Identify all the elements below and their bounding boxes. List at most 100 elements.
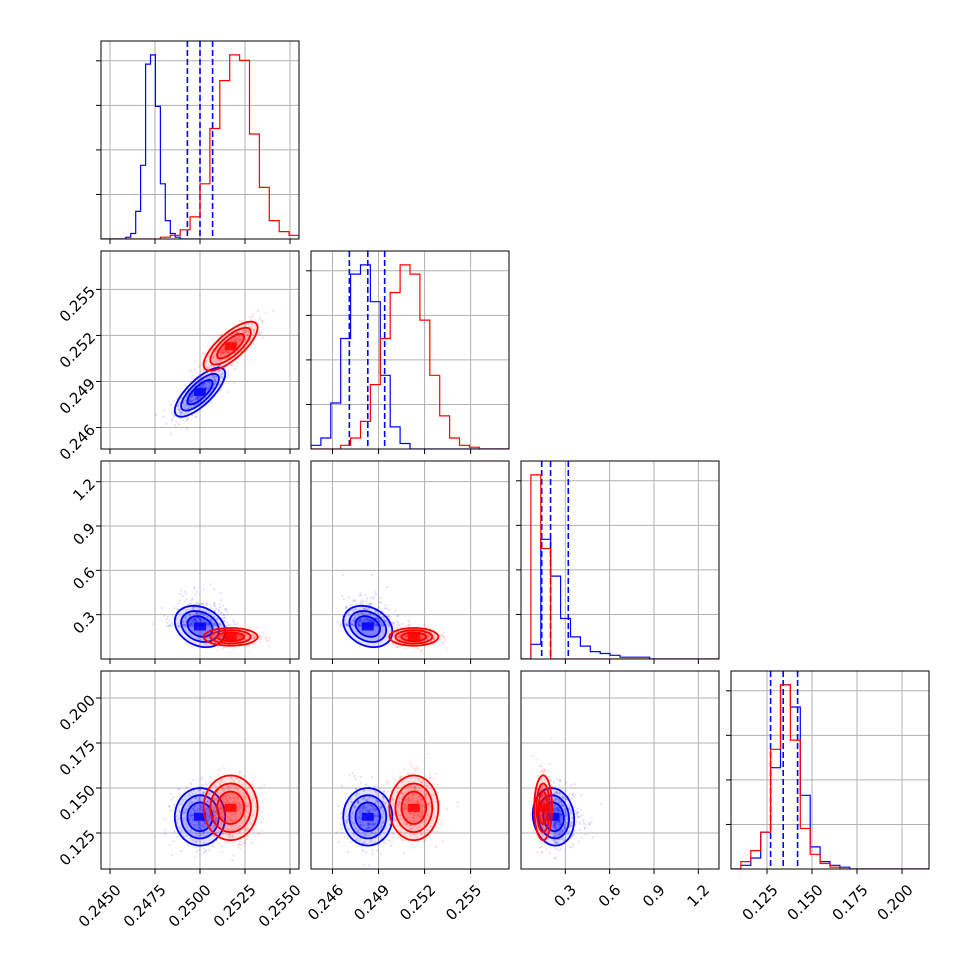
sample-point <box>170 798 173 801</box>
sample-point <box>251 634 254 637</box>
sample-point <box>203 822 206 825</box>
sample-point <box>230 811 233 814</box>
sample-point <box>362 806 365 809</box>
sample-point <box>239 847 242 850</box>
sample-point <box>195 611 199 615</box>
sample-point <box>258 333 261 336</box>
sample-point <box>190 814 193 817</box>
sample-point <box>413 813 416 816</box>
sample-point <box>189 623 192 627</box>
sample-point <box>190 394 193 397</box>
sample-point <box>233 647 236 650</box>
sample-point <box>246 334 249 337</box>
sample-point <box>351 813 354 816</box>
sample-point <box>178 410 182 413</box>
sample-point <box>214 819 217 822</box>
sample-point <box>439 822 442 826</box>
y-tick-label: 0.125 <box>56 826 99 869</box>
sample-point <box>405 637 408 640</box>
sample-point <box>196 396 199 400</box>
sample-point <box>359 825 362 828</box>
sample-point <box>432 636 436 640</box>
sample-point <box>426 634 429 637</box>
histogram-blue <box>311 264 509 449</box>
sample-point <box>346 624 349 627</box>
sample-point <box>210 808 214 811</box>
sample-point <box>199 619 202 622</box>
sample-point <box>210 620 213 623</box>
sample-point <box>380 807 383 810</box>
sample-point <box>216 818 219 822</box>
sample-point <box>228 818 232 821</box>
sample-point <box>177 602 180 605</box>
sample-point <box>231 835 234 838</box>
sample-point <box>413 814 416 817</box>
sample-point <box>360 619 363 622</box>
sample-point <box>237 805 240 808</box>
sample-point <box>218 768 221 771</box>
sample-point <box>352 619 355 622</box>
sample-point <box>212 845 215 849</box>
sample-point <box>222 346 225 350</box>
sample-point <box>336 620 339 624</box>
sample-point <box>212 623 215 626</box>
sample-point <box>360 594 363 597</box>
sample-point <box>258 318 262 321</box>
sample-point <box>371 824 375 827</box>
sample-point <box>198 804 202 807</box>
sample-point <box>357 845 360 848</box>
sample-point <box>235 339 238 342</box>
sample-point <box>347 827 350 831</box>
sample-point <box>202 352 205 355</box>
sample-point <box>374 814 377 817</box>
sample-point <box>181 595 184 598</box>
sample-point <box>416 801 419 804</box>
sample-point <box>213 602 216 605</box>
sample-point <box>222 636 225 639</box>
sample-point <box>202 641 205 644</box>
sample-point <box>362 796 365 799</box>
sample-point <box>261 800 264 803</box>
sample-point <box>426 638 429 641</box>
sample-point <box>222 809 225 812</box>
sample-point <box>221 351 224 354</box>
sample-point <box>362 807 365 810</box>
sample-point <box>245 796 248 799</box>
sample-point <box>252 329 255 332</box>
sample-point <box>366 810 369 813</box>
sample-point <box>370 808 373 811</box>
sample-point <box>213 616 216 619</box>
sample-point <box>374 823 377 826</box>
sample-point <box>228 796 231 799</box>
sample-point <box>186 417 189 420</box>
sample-point <box>235 339 238 342</box>
sample-point <box>416 816 419 820</box>
sample-point <box>182 621 185 624</box>
sample-point <box>379 852 382 856</box>
sample-point <box>355 792 358 795</box>
sample-point <box>350 800 353 803</box>
sample-point <box>375 792 378 795</box>
sample-point <box>387 818 391 821</box>
sample-point <box>406 823 409 826</box>
sample-point <box>211 810 214 814</box>
sample-point <box>190 623 193 626</box>
sample-point <box>240 635 243 638</box>
sample-point <box>236 843 239 846</box>
sample-point <box>418 811 421 815</box>
sample-point <box>366 827 369 830</box>
sample-point <box>195 590 199 593</box>
sample-point <box>195 612 198 615</box>
sample-point <box>405 822 408 826</box>
sample-point <box>203 826 206 829</box>
sample-point <box>371 573 374 576</box>
sample-point <box>446 807 449 811</box>
sample-point <box>212 622 215 625</box>
sample-point <box>220 780 223 783</box>
sample-point <box>212 636 215 639</box>
sample-point <box>430 825 433 828</box>
sample-point <box>220 333 223 336</box>
sample-point <box>237 772 240 775</box>
sample-point <box>206 808 209 811</box>
sample-point <box>375 799 378 802</box>
